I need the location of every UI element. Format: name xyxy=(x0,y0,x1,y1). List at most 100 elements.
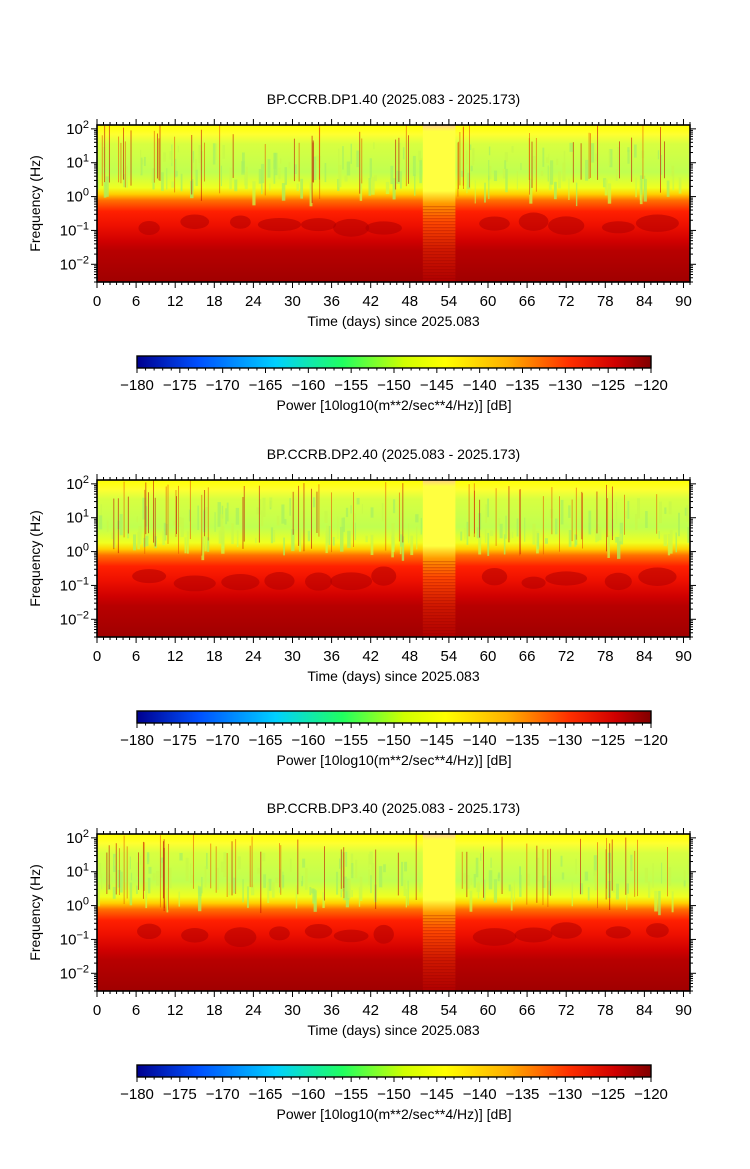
colorbar-tick-label: −145 xyxy=(420,1086,454,1103)
spectrogram-texture xyxy=(171,181,175,188)
spectrogram-texture xyxy=(661,862,663,884)
x-tick-label: 0 xyxy=(93,293,101,310)
spectrogram-texture xyxy=(114,857,117,866)
spectrogram-texture xyxy=(483,879,486,901)
spectrogram-texture xyxy=(588,510,592,535)
y-tick-label: 10−2 xyxy=(60,254,89,273)
y-tick-label: 101 xyxy=(66,862,89,881)
spectrogram-texture xyxy=(637,498,641,519)
spectrogram-texture xyxy=(540,170,544,177)
spectrogram-texture xyxy=(257,867,261,874)
y-tick-label: 102 xyxy=(66,119,89,138)
x-tick-label: 60 xyxy=(480,293,497,310)
spectrogram-texture xyxy=(473,874,476,888)
colorbar-tick-label: −160 xyxy=(291,732,325,749)
spectrogram-texture xyxy=(197,885,200,894)
y-tick-label: 10−1 xyxy=(60,929,89,948)
spectrogram-texture xyxy=(598,526,602,541)
x-tick-label: 0 xyxy=(93,1002,101,1019)
spectrogram-texture xyxy=(585,159,589,181)
spectrogram-texture xyxy=(294,164,297,174)
spectrogram-texture xyxy=(204,535,207,552)
colorbar-gradient xyxy=(136,710,652,724)
spectrogram-texture xyxy=(270,527,274,544)
y-tick-label: 10−1 xyxy=(60,220,89,239)
spectrogram-texture xyxy=(345,851,348,867)
x-tick-label: 84 xyxy=(636,293,653,310)
spectrogram-texture xyxy=(601,221,635,234)
spectrogram-texture xyxy=(198,145,202,163)
spectrogram-texture xyxy=(502,168,506,179)
x-tick-label: 12 xyxy=(167,648,184,665)
spectrogram-texture xyxy=(258,169,262,184)
spectrogram-texture xyxy=(476,527,480,539)
spectrogram-texture xyxy=(480,853,482,861)
x-tick-label: 12 xyxy=(167,1002,184,1019)
spectrogram-texture xyxy=(683,870,686,889)
spectrogram-texture xyxy=(371,863,375,880)
spectrogram-texture xyxy=(339,858,341,869)
data-gap-band xyxy=(422,125,456,282)
spectrogram-texture xyxy=(487,498,489,518)
x-tick-label: 36 xyxy=(323,293,340,310)
spectrogram-texture xyxy=(390,165,394,185)
spectrogram-texture xyxy=(671,165,675,177)
spectrogram-texture xyxy=(262,497,266,517)
spectrogram-texture xyxy=(563,150,566,172)
x-axis-label: Time (days) since 2025.083 xyxy=(307,313,479,329)
spectrogram-texture xyxy=(215,867,219,890)
spectrogram-texture xyxy=(368,178,372,196)
spectrogram-texture xyxy=(258,499,262,515)
spectrogram-texture xyxy=(132,534,137,551)
spectrogram-texture xyxy=(276,515,280,526)
spectrogram-texture xyxy=(469,890,473,912)
spectrogram-texture xyxy=(504,152,508,162)
spectrogram-texture xyxy=(555,518,558,535)
spectrogram-texture xyxy=(241,152,245,173)
spectrogram-texture xyxy=(97,180,99,190)
spectrogram-texture xyxy=(143,156,146,166)
spectrogram-texture xyxy=(504,160,507,170)
spectrogram-texture xyxy=(524,517,526,542)
spectrogram-texture xyxy=(475,857,479,878)
spectrogram-texture xyxy=(342,146,344,170)
spectrogram-texture xyxy=(404,861,408,872)
spectrogram-texture xyxy=(137,923,162,940)
spectrogram-texture xyxy=(180,173,183,192)
spectrogram-texture xyxy=(188,509,191,522)
spectrogram-texture xyxy=(257,217,302,232)
x-tick-label: 24 xyxy=(245,648,262,665)
spectrogram-texture xyxy=(368,869,370,886)
spectrogram-texture xyxy=(568,178,570,200)
spectrogram-texture xyxy=(666,180,670,197)
spectrogram-texture xyxy=(410,535,414,556)
spectrogram-texture xyxy=(138,221,160,235)
spectrogram-texture xyxy=(373,142,375,150)
colorbar-label: Power [10log10(m**2/sec**4/Hz)] [dB] xyxy=(277,1106,512,1122)
spectrogram-texture xyxy=(341,851,343,868)
colorbar-tick-label: −130 xyxy=(548,1086,582,1103)
spectrogram-texture xyxy=(561,872,565,880)
spectrogram-texture xyxy=(191,875,195,884)
spectrogram-texture xyxy=(221,505,224,519)
spectrogram-texture xyxy=(469,144,472,151)
colorbar-tick-label: −160 xyxy=(291,377,325,394)
spectrogram-texture xyxy=(488,175,490,199)
colorbar-tick-label: −120 xyxy=(634,1086,668,1103)
spectrogram-texture xyxy=(618,533,622,542)
spectrogram-texture xyxy=(245,166,248,179)
spectrogram-texture xyxy=(166,168,168,190)
spectrogram-texture xyxy=(328,525,331,545)
chart-title: BP.CCRB.DP3.40 (2025.083 - 2025.173) xyxy=(267,800,520,816)
spectrogram-texture xyxy=(550,160,554,185)
spectrogram-texture xyxy=(301,880,303,887)
spectrogram-texture xyxy=(345,507,349,518)
spectrogram-texture xyxy=(403,879,406,896)
spectrogram-texture xyxy=(263,874,266,888)
spectrogram-texture xyxy=(542,875,546,888)
spectrogram-texture xyxy=(607,535,610,558)
spectrogram-texture xyxy=(147,877,151,894)
x-tick-label: 42 xyxy=(362,1002,379,1019)
spectrogram-texture xyxy=(282,875,285,888)
spectrogram-texture xyxy=(590,143,595,163)
